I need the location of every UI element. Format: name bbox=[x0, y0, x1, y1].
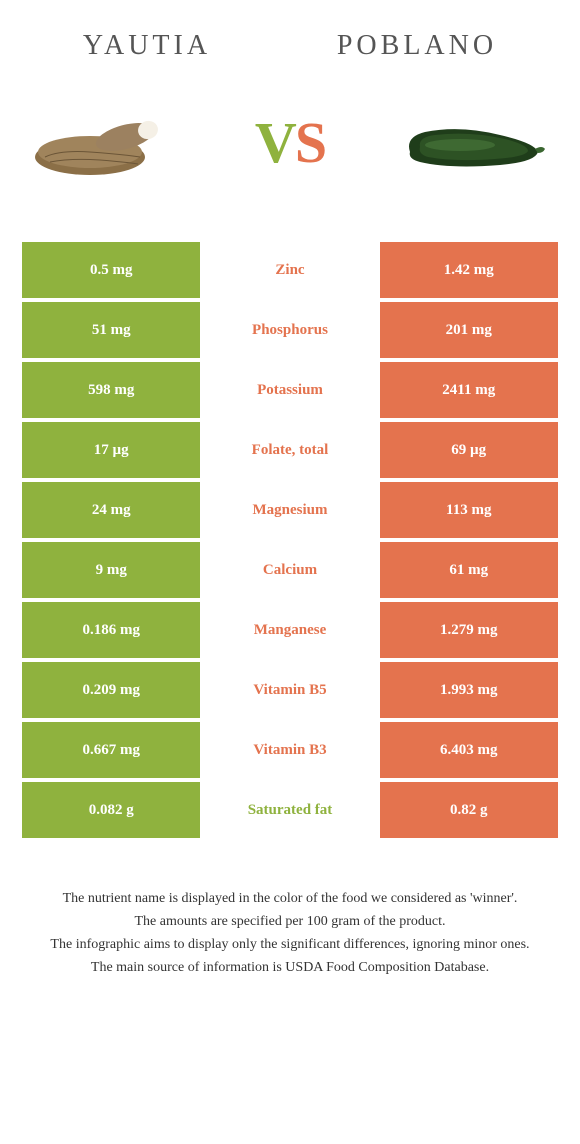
yautia-image bbox=[30, 92, 190, 192]
right-value: 1.42 mg bbox=[380, 242, 558, 298]
table-row: 0.5 mgZinc1.42 mg bbox=[22, 242, 558, 298]
table-row: 0.186 mgManganese1.279 mg bbox=[22, 602, 558, 658]
left-value: 0.5 mg bbox=[22, 242, 200, 298]
nutrient-label: Calcium bbox=[200, 542, 379, 598]
vs-label: VS bbox=[255, 109, 325, 176]
right-value: 1.279 mg bbox=[380, 602, 558, 658]
table-row: 598 mgPotassium2411 mg bbox=[22, 362, 558, 418]
header-titles: Yautia Poblano bbox=[0, 0, 580, 82]
vs-row: VS bbox=[0, 82, 580, 222]
right-value: 113 mg bbox=[380, 482, 558, 538]
footer-line-4: The main source of information is USDA F… bbox=[30, 957, 550, 978]
right-food-title: Poblano bbox=[337, 30, 497, 62]
right-value: 61 mg bbox=[380, 542, 558, 598]
table-row: 17 µgFolate, total69 µg bbox=[22, 422, 558, 478]
table-row: 24 mgMagnesium113 mg bbox=[22, 482, 558, 538]
left-value: 9 mg bbox=[22, 542, 200, 598]
footer-line-1: The nutrient name is displayed in the co… bbox=[30, 888, 550, 909]
vs-v-letter: V bbox=[255, 110, 295, 175]
left-value: 24 mg bbox=[22, 482, 200, 538]
table-row: 0.209 mgVitamin B51.993 mg bbox=[22, 662, 558, 718]
nutrient-label: Manganese bbox=[200, 602, 379, 658]
left-value: 0.209 mg bbox=[22, 662, 200, 718]
footer-line-3: The infographic aims to display only the… bbox=[30, 934, 550, 955]
right-value: 201 mg bbox=[380, 302, 558, 358]
left-value: 17 µg bbox=[22, 422, 200, 478]
nutrient-label: Vitamin B5 bbox=[200, 662, 379, 718]
left-value: 0.667 mg bbox=[22, 722, 200, 778]
right-value: 1.993 mg bbox=[380, 662, 558, 718]
left-value: 0.082 g bbox=[22, 782, 200, 838]
nutrient-label: Potassium bbox=[200, 362, 379, 418]
nutrient-label: Vitamin B3 bbox=[200, 722, 379, 778]
nutrient-label: Magnesium bbox=[200, 482, 379, 538]
nutrient-label: Saturated fat bbox=[200, 782, 379, 838]
poblano-image bbox=[390, 92, 550, 192]
table-row: 0.082 gSaturated fat0.82 g bbox=[22, 782, 558, 838]
nutrient-label: Folate, total bbox=[200, 422, 379, 478]
right-value: 2411 mg bbox=[380, 362, 558, 418]
right-value: 0.82 g bbox=[380, 782, 558, 838]
nutrient-label: Zinc bbox=[200, 242, 379, 298]
table-row: 51 mgPhosphorus201 mg bbox=[22, 302, 558, 358]
right-value: 6.403 mg bbox=[380, 722, 558, 778]
right-value: 69 µg bbox=[380, 422, 558, 478]
footer-notes: The nutrient name is displayed in the co… bbox=[0, 858, 580, 1000]
nutrient-label: Phosphorus bbox=[200, 302, 379, 358]
vs-s-letter: S bbox=[295, 110, 325, 175]
left-value: 598 mg bbox=[22, 362, 200, 418]
left-value: 51 mg bbox=[22, 302, 200, 358]
left-food-title: Yautia bbox=[83, 30, 211, 62]
table-row: 9 mgCalcium61 mg bbox=[22, 542, 558, 598]
nutrient-table: 0.5 mgZinc1.42 mg51 mgPhosphorus201 mg59… bbox=[22, 242, 558, 838]
footer-line-2: The amounts are specified per 100 gram o… bbox=[30, 911, 550, 932]
left-value: 0.186 mg bbox=[22, 602, 200, 658]
table-row: 0.667 mgVitamin B36.403 mg bbox=[22, 722, 558, 778]
